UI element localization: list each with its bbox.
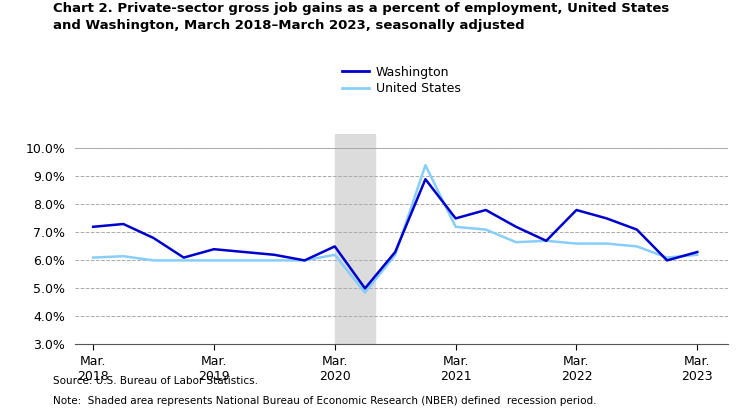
Text: Source: U.S. Bureau of Labor Statistics.: Source: U.S. Bureau of Labor Statistics. <box>53 376 257 386</box>
Text: Chart 2. Private-sector gross job gains as a percent of employment, United State: Chart 2. Private-sector gross job gains … <box>53 2 669 32</box>
Text: Note:  Shaded area represents National Bureau of Economic Research (NBER) define: Note: Shaded area represents National Bu… <box>53 396 596 406</box>
Legend: Washington, United States: Washington, United States <box>337 61 466 100</box>
Bar <box>334 134 375 344</box>
